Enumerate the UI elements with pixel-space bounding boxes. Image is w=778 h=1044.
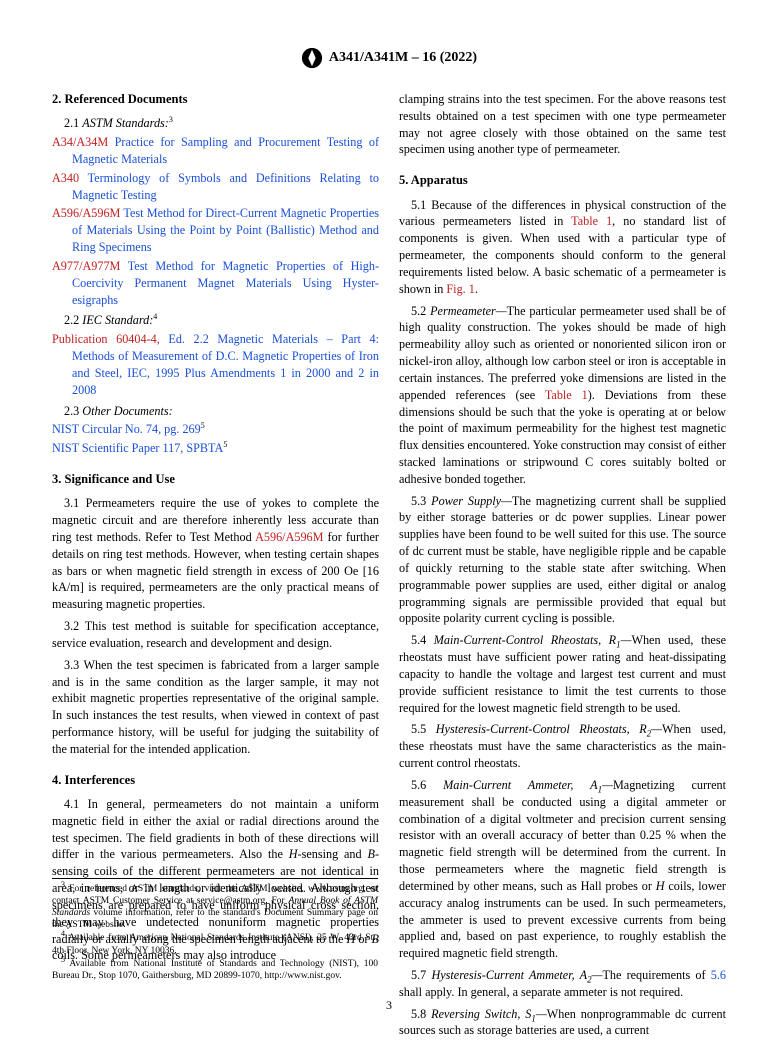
footnote-3: 3 For referenced ASTM standards, visit t…: [52, 883, 378, 932]
sec5-4: 5.4 Main-Current-Control Rheostats, R1—W…: [399, 632, 726, 716]
ref-nist1: NIST Circular No. 74, pg. 2695: [52, 421, 379, 438]
ref-std-code[interactable]: A34/A34M: [52, 135, 115, 149]
ref-std-code[interactable]: A340: [52, 171, 88, 185]
ref-std-code[interactable]: A977/A977M: [52, 259, 128, 273]
page-header: A341/A341M – 16 (2022): [52, 47, 726, 69]
ref-item: A340 Terminology of Symbols and Definiti…: [52, 170, 379, 204]
footnotes: 3 For referenced ASTM standards, visit t…: [52, 878, 378, 983]
footnote-5: 5 Available from National Institute of S…: [52, 958, 378, 982]
sec3-3: 3.3 When the test specimen is fabricated…: [52, 657, 379, 758]
footnote-4: 4 Available from American National Stand…: [52, 932, 378, 956]
ref-item: A977/A977M Test Method for Magnetic Prop…: [52, 258, 379, 308]
link-table1[interactable]: Table 1: [571, 214, 612, 228]
sec5-1: 5.1 Because of the differences in physic…: [399, 197, 726, 298]
sec5-title: 5. Apparatus: [399, 172, 726, 189]
sec5-3: 5.3 Power Supply—The magnetizing current…: [399, 493, 726, 628]
link-a596[interactable]: A596/A596M: [255, 530, 323, 544]
sec2-3-heading: 2.3 Other Documents:: [52, 403, 379, 420]
sec5-2: 5.2 Permeameter—The particular permeamet…: [399, 303, 726, 488]
sec2-2-heading: 2.2 IEC Standard:4: [52, 312, 379, 329]
link-table1b[interactable]: Table 1: [545, 388, 588, 402]
sec5-6: 5.6 Main-Current Ammeter, A1—Magnetizing…: [399, 777, 726, 962]
ref-std-code[interactable]: A596/A596M: [52, 206, 123, 220]
sec3-2: 3.2 This test method is suitable for spe…: [52, 618, 379, 652]
sec4-1-part2: clamping strains into the test specimen.…: [399, 91, 726, 158]
ref-item: A596/A596M Test Method for Direct-Curren…: [52, 205, 379, 255]
ref-std-code[interactable]: Publication 60404-4,: [52, 332, 168, 346]
sec2-1-heading: 2.1 ASTM Standards:3: [52, 115, 379, 132]
right-column: clamping strains into the test specimen.…: [399, 91, 726, 1044]
link-5-6[interactable]: 5.6: [711, 968, 726, 982]
sec5-7: 5.7 Hysteresis-Current Ammeter, A2—The r…: [399, 967, 726, 1001]
ref-item: A34/A34M Practice for Sampling and Procu…: [52, 134, 379, 168]
sec2-title: 2. Referenced Documents: [52, 91, 379, 108]
link-fig1[interactable]: Fig. 1: [446, 282, 474, 296]
ref-iec: Publication 60404-4, Ed. 2.2 Magnetic Ma…: [52, 331, 379, 398]
standard-id: A341/A341M – 16 (2022): [329, 50, 477, 66]
ref-title[interactable]: Terminology of Symbols and Definitions R…: [72, 171, 379, 202]
ref-nist2: NIST Scientific Paper 117, SPBTA5: [52, 440, 379, 457]
sec5-5: 5.5 Hysteresis-Current-Control Rheostats…: [399, 721, 726, 771]
ref-title[interactable]: Practice for Sampling and Procurement Te…: [72, 135, 379, 166]
sec3-title: 3. Significance and Use: [52, 471, 379, 488]
page-number: 3: [0, 998, 778, 1013]
astm-logo-icon: [301, 47, 323, 69]
sec3-1: 3.1 Permeameters require the use of yoke…: [52, 495, 379, 613]
sec4-title: 4. Interferences: [52, 772, 379, 789]
